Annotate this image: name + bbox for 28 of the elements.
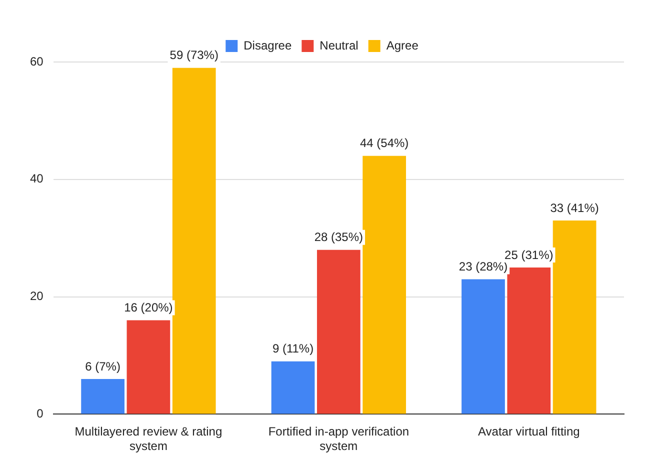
bar: [552, 220, 596, 414]
data-label: 25 (31%): [504, 248, 554, 262]
data-label: 9 (11%): [272, 342, 314, 356]
data-label: 33 (41%): [550, 200, 599, 215]
data-label: 44 (54%): [360, 136, 409, 150]
data-label: 16 (20%): [124, 300, 173, 315]
bar: [462, 279, 505, 414]
bar: [271, 361, 315, 414]
data-label: 59 (73%): [170, 48, 218, 62]
bar: [126, 320, 170, 414]
data-label: 6 (7%): [85, 359, 120, 374]
legend-label: Disagree: [244, 38, 292, 52]
y-tick-label: 60: [30, 54, 44, 68]
x-tick-label: Avatar virtual fitting: [478, 424, 580, 439]
y-tick-label: 40: [30, 172, 44, 186]
y-tick-label: 0: [36, 406, 44, 421]
legend-label: Agree: [386, 38, 419, 52]
x-tick-label: Fortified in-app verification system: [268, 424, 410, 454]
bar: [507, 267, 551, 414]
legend-label: Neutral: [320, 38, 358, 52]
y-tick-label: 20: [30, 289, 44, 304]
bar: [316, 250, 360, 414]
bar: [172, 68, 216, 414]
bar: [362, 156, 406, 414]
data-label: 28 (35%): [314, 230, 364, 244]
bar: [81, 378, 124, 414]
data-label: 23 (28%): [458, 260, 508, 274]
x-tick-label: Multilayered review & rating system: [74, 424, 222, 454]
